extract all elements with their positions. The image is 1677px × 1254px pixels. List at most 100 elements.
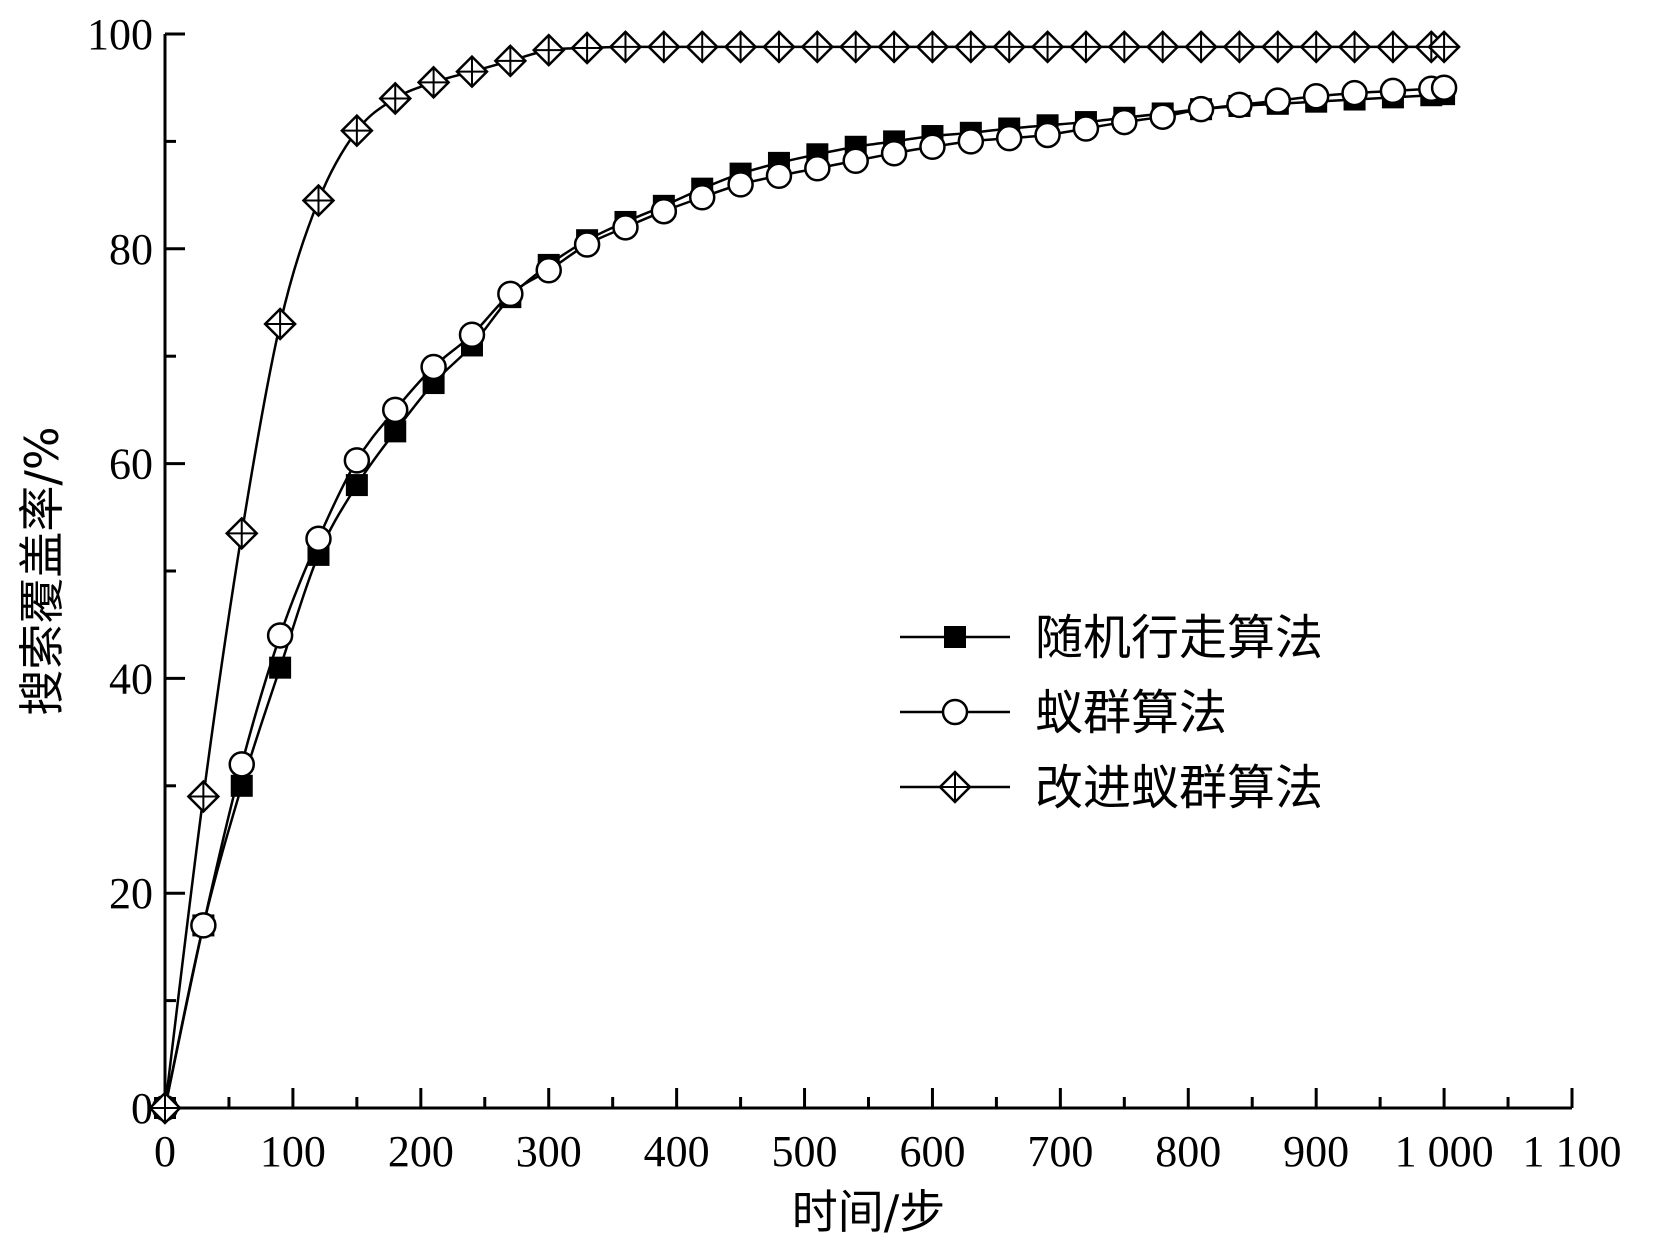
- axes: [163, 34, 1572, 1110]
- circle-marker-shape: [381, 396, 409, 424]
- circle-marker-shape: [343, 447, 371, 474]
- data-point: [384, 420, 407, 443]
- circle-marker-shape: [535, 257, 562, 284]
- data-point: [224, 516, 259, 551]
- data-point: [148, 1091, 182, 1125]
- circle-marker-shape: [1430, 74, 1458, 101]
- x-tick-label: 1 000: [1395, 1127, 1494, 1176]
- circle-marker-shape: [995, 124, 1023, 152]
- x-tick-label: 0: [154, 1127, 176, 1176]
- circle-marker-shape: [1302, 83, 1330, 110]
- series-2: [151, 74, 1458, 1122]
- x-tick-label: 600: [899, 1127, 965, 1176]
- data-point: [1341, 79, 1368, 107]
- data-point: [1376, 30, 1410, 64]
- data-point: [647, 30, 681, 64]
- data-point: [877, 30, 911, 64]
- x-tick-label: 300: [516, 1127, 582, 1176]
- data-point: [880, 139, 908, 167]
- circle-marker-shape: [573, 231, 601, 258]
- data-point: [1337, 30, 1372, 64]
- legend-item: 随机行走算法: [900, 610, 1323, 666]
- y-tick-label: 80: [109, 225, 153, 274]
- data-point: [727, 171, 754, 198]
- circle-marker-shape: [190, 912, 217, 939]
- circle-marker-shape: [1379, 77, 1407, 105]
- series-3: [148, 30, 1461, 1125]
- legend-label: 蚁群算法: [1035, 685, 1227, 741]
- circle-marker-shape: [1226, 91, 1253, 119]
- data-point: [762, 30, 796, 64]
- data-point: [1072, 115, 1100, 142]
- y-tick-label: 0: [131, 1084, 153, 1133]
- circle-marker-shape: [1072, 115, 1100, 142]
- data-point: [804, 155, 831, 182]
- x-tick-label: 200: [388, 1127, 454, 1176]
- data-point: [1149, 103, 1176, 130]
- data-point: [1107, 30, 1142, 64]
- x-axis-title: 时间/步: [792, 1185, 946, 1239]
- circle-marker-shape: [842, 147, 869, 174]
- circle-marker-shape: [1341, 79, 1368, 107]
- data-point: [957, 128, 985, 155]
- data-point: [230, 774, 253, 797]
- legend-item: 改进蚁群算法: [900, 760, 1323, 816]
- data-point: [765, 162, 793, 190]
- data-point: [688, 183, 716, 211]
- circle-marker-shape: [919, 133, 946, 161]
- circle-marker-shape: [941, 698, 969, 726]
- data-point: [685, 30, 719, 64]
- y-tick-label: 100: [87, 10, 153, 59]
- data-point: [458, 321, 486, 348]
- data-point: [1184, 30, 1218, 64]
- data-point: [301, 183, 336, 218]
- circle-marker-shape: [804, 155, 831, 182]
- data-point: [345, 474, 368, 497]
- data-point: [269, 656, 292, 679]
- data-point: [838, 30, 873, 64]
- x-tick-label: 1 100: [1523, 1127, 1622, 1176]
- circle-marker-shape: [420, 353, 447, 381]
- data-point: [266, 622, 294, 649]
- series-layer: [148, 30, 1461, 1125]
- x-tick-label: 800: [1155, 1127, 1221, 1176]
- legend-marker: [938, 770, 972, 804]
- data-point: [228, 751, 255, 778]
- legend-label: 改进蚁群算法: [1035, 760, 1323, 816]
- circle-marker-shape: [650, 197, 678, 225]
- circle-marker-shape: [688, 183, 716, 211]
- legend-label: 随机行走算法: [1035, 610, 1323, 666]
- data-point: [190, 912, 217, 939]
- data-point: [954, 30, 988, 64]
- data-point: [497, 280, 524, 308]
- data-point: [305, 525, 332, 553]
- data-point: [1111, 108, 1138, 136]
- circle-marker-shape: [1111, 108, 1138, 136]
- data-point: [919, 133, 946, 161]
- series-1: [154, 83, 1456, 1119]
- circle-marker-shape: [458, 321, 486, 348]
- circle-marker-shape: [1034, 121, 1061, 149]
- data-point: [493, 44, 528, 78]
- data-point: [612, 214, 639, 241]
- x-tick-label: 700: [1027, 1127, 1093, 1176]
- data-point: [340, 113, 374, 148]
- data-point: [608, 30, 643, 64]
- data-point: [915, 30, 950, 64]
- data-point: [531, 33, 566, 67]
- data-point: [573, 231, 601, 258]
- data-point: [455, 54, 489, 89]
- data-point: [535, 257, 562, 284]
- data-point: [1264, 87, 1292, 114]
- square-marker-shape: [269, 656, 292, 679]
- circle-marker-shape: [957, 128, 985, 155]
- circle-marker-shape: [727, 171, 754, 198]
- square-marker-shape: [345, 474, 368, 497]
- data-point: [1034, 121, 1061, 149]
- data-point: [1430, 74, 1458, 101]
- data-point: [1379, 77, 1407, 105]
- circle-marker-shape: [305, 525, 332, 553]
- data-point: [416, 65, 451, 100]
- circle-marker-shape: [228, 751, 255, 778]
